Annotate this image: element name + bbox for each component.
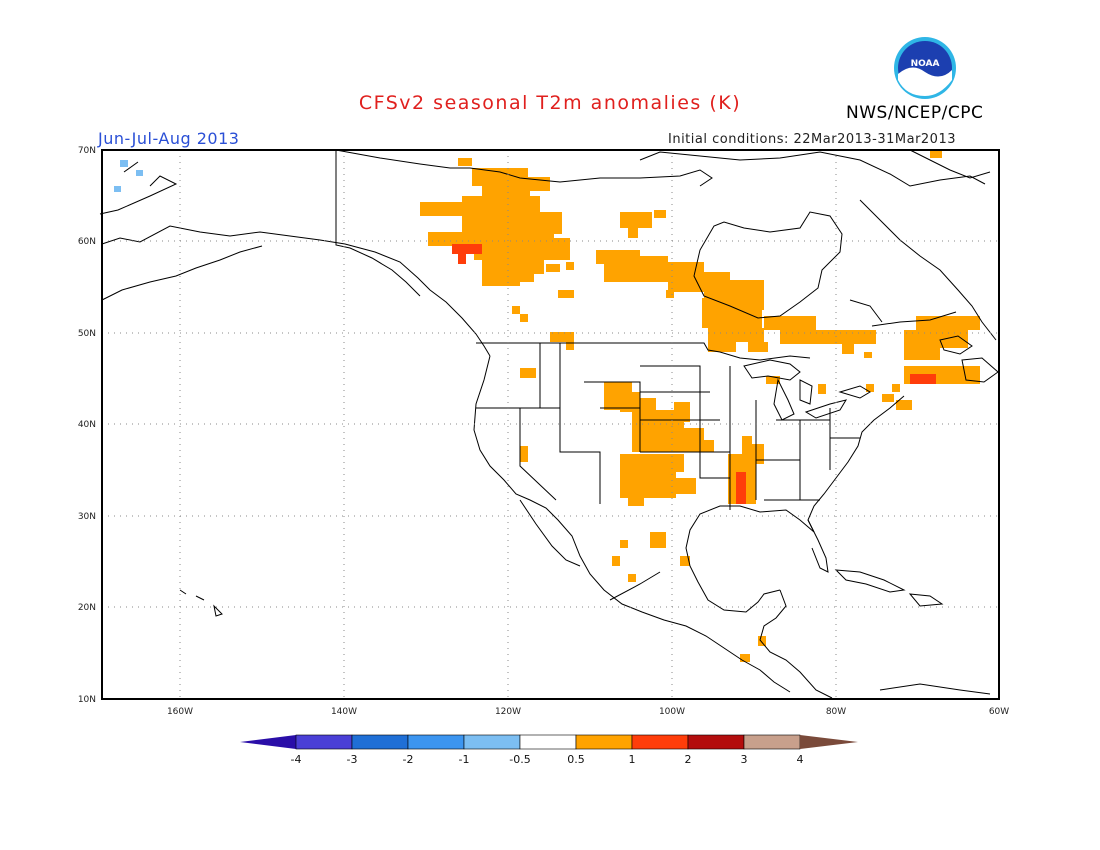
- lon-tick: 160W: [167, 707, 193, 717]
- colorbar-label: 2: [685, 753, 692, 766]
- colorbar-label: -0.5: [509, 753, 530, 766]
- lat-tick: 70N: [78, 146, 96, 156]
- lat-tick: 40N: [78, 420, 96, 430]
- map-panel: [99, 149, 1000, 700]
- colorbar-segment: [295, 734, 353, 750]
- colorbar-label: 1: [629, 753, 636, 766]
- lat-tick: 50N: [78, 329, 96, 339]
- colorbar-segment: [743, 734, 801, 750]
- colorbar-segment: [687, 734, 745, 750]
- map-outlines: [99, 149, 999, 699]
- colorbar: -4 -3 -2 -1 -0.5 0.5 1 2 3 4: [240, 734, 858, 766]
- colorbar-segment: [463, 734, 521, 750]
- noaa-logo: NOAA: [894, 37, 956, 99]
- map-frame: [101, 149, 1000, 700]
- map-title: CFSv2 seasonal T2m anomalies (K): [358, 92, 742, 114]
- colorbar-label: -3: [347, 753, 358, 766]
- initial-conditions-label: Initial conditions: 22Mar2013-31Mar2013: [668, 132, 956, 147]
- lon-tick: 80W: [826, 707, 846, 717]
- lat-axis: 70N 60N 50N 40N 30N 20N 10N: [78, 146, 96, 705]
- colorbar-label: -2: [403, 753, 414, 766]
- colorbar-arrow-right: [800, 735, 858, 749]
- noaa-logo-text: NOAA: [911, 59, 940, 69]
- lat-tick: 10N: [78, 695, 96, 705]
- colorbar-arrow-left: [240, 735, 296, 749]
- colorbar-label: -1: [459, 753, 470, 766]
- colorbar-segment: [351, 734, 409, 750]
- season-label: Jun-Jul-Aug 2013: [98, 129, 240, 148]
- colorbar-segment: [519, 734, 577, 750]
- colorbar-segment: [631, 734, 689, 750]
- strong-warm-anomaly-cells: [452, 244, 936, 504]
- colorbar-label: -4: [291, 753, 302, 766]
- lon-tick: 140W: [331, 707, 357, 717]
- colorbar-label: 4: [797, 753, 804, 766]
- cool-anomaly-cells: [114, 160, 143, 192]
- colorbar-segment: [407, 734, 465, 750]
- colorbar-label: 3: [741, 753, 748, 766]
- lon-axis: 160W 140W 120W 100W 80W 60W: [167, 707, 1009, 717]
- lat-tick: 30N: [78, 512, 96, 522]
- lon-tick: 60W: [989, 707, 1009, 717]
- lat-tick: 60N: [78, 237, 96, 247]
- lon-tick: 120W: [495, 707, 521, 717]
- lon-tick: 100W: [659, 707, 685, 717]
- warm-anomaly-cells: [420, 150, 980, 662]
- colorbar-segment: [575, 734, 633, 750]
- colorbar-label: 0.5: [567, 753, 585, 766]
- agency-label: NWS/NCEP/CPC: [846, 103, 984, 123]
- lat-tick: 20N: [78, 603, 96, 613]
